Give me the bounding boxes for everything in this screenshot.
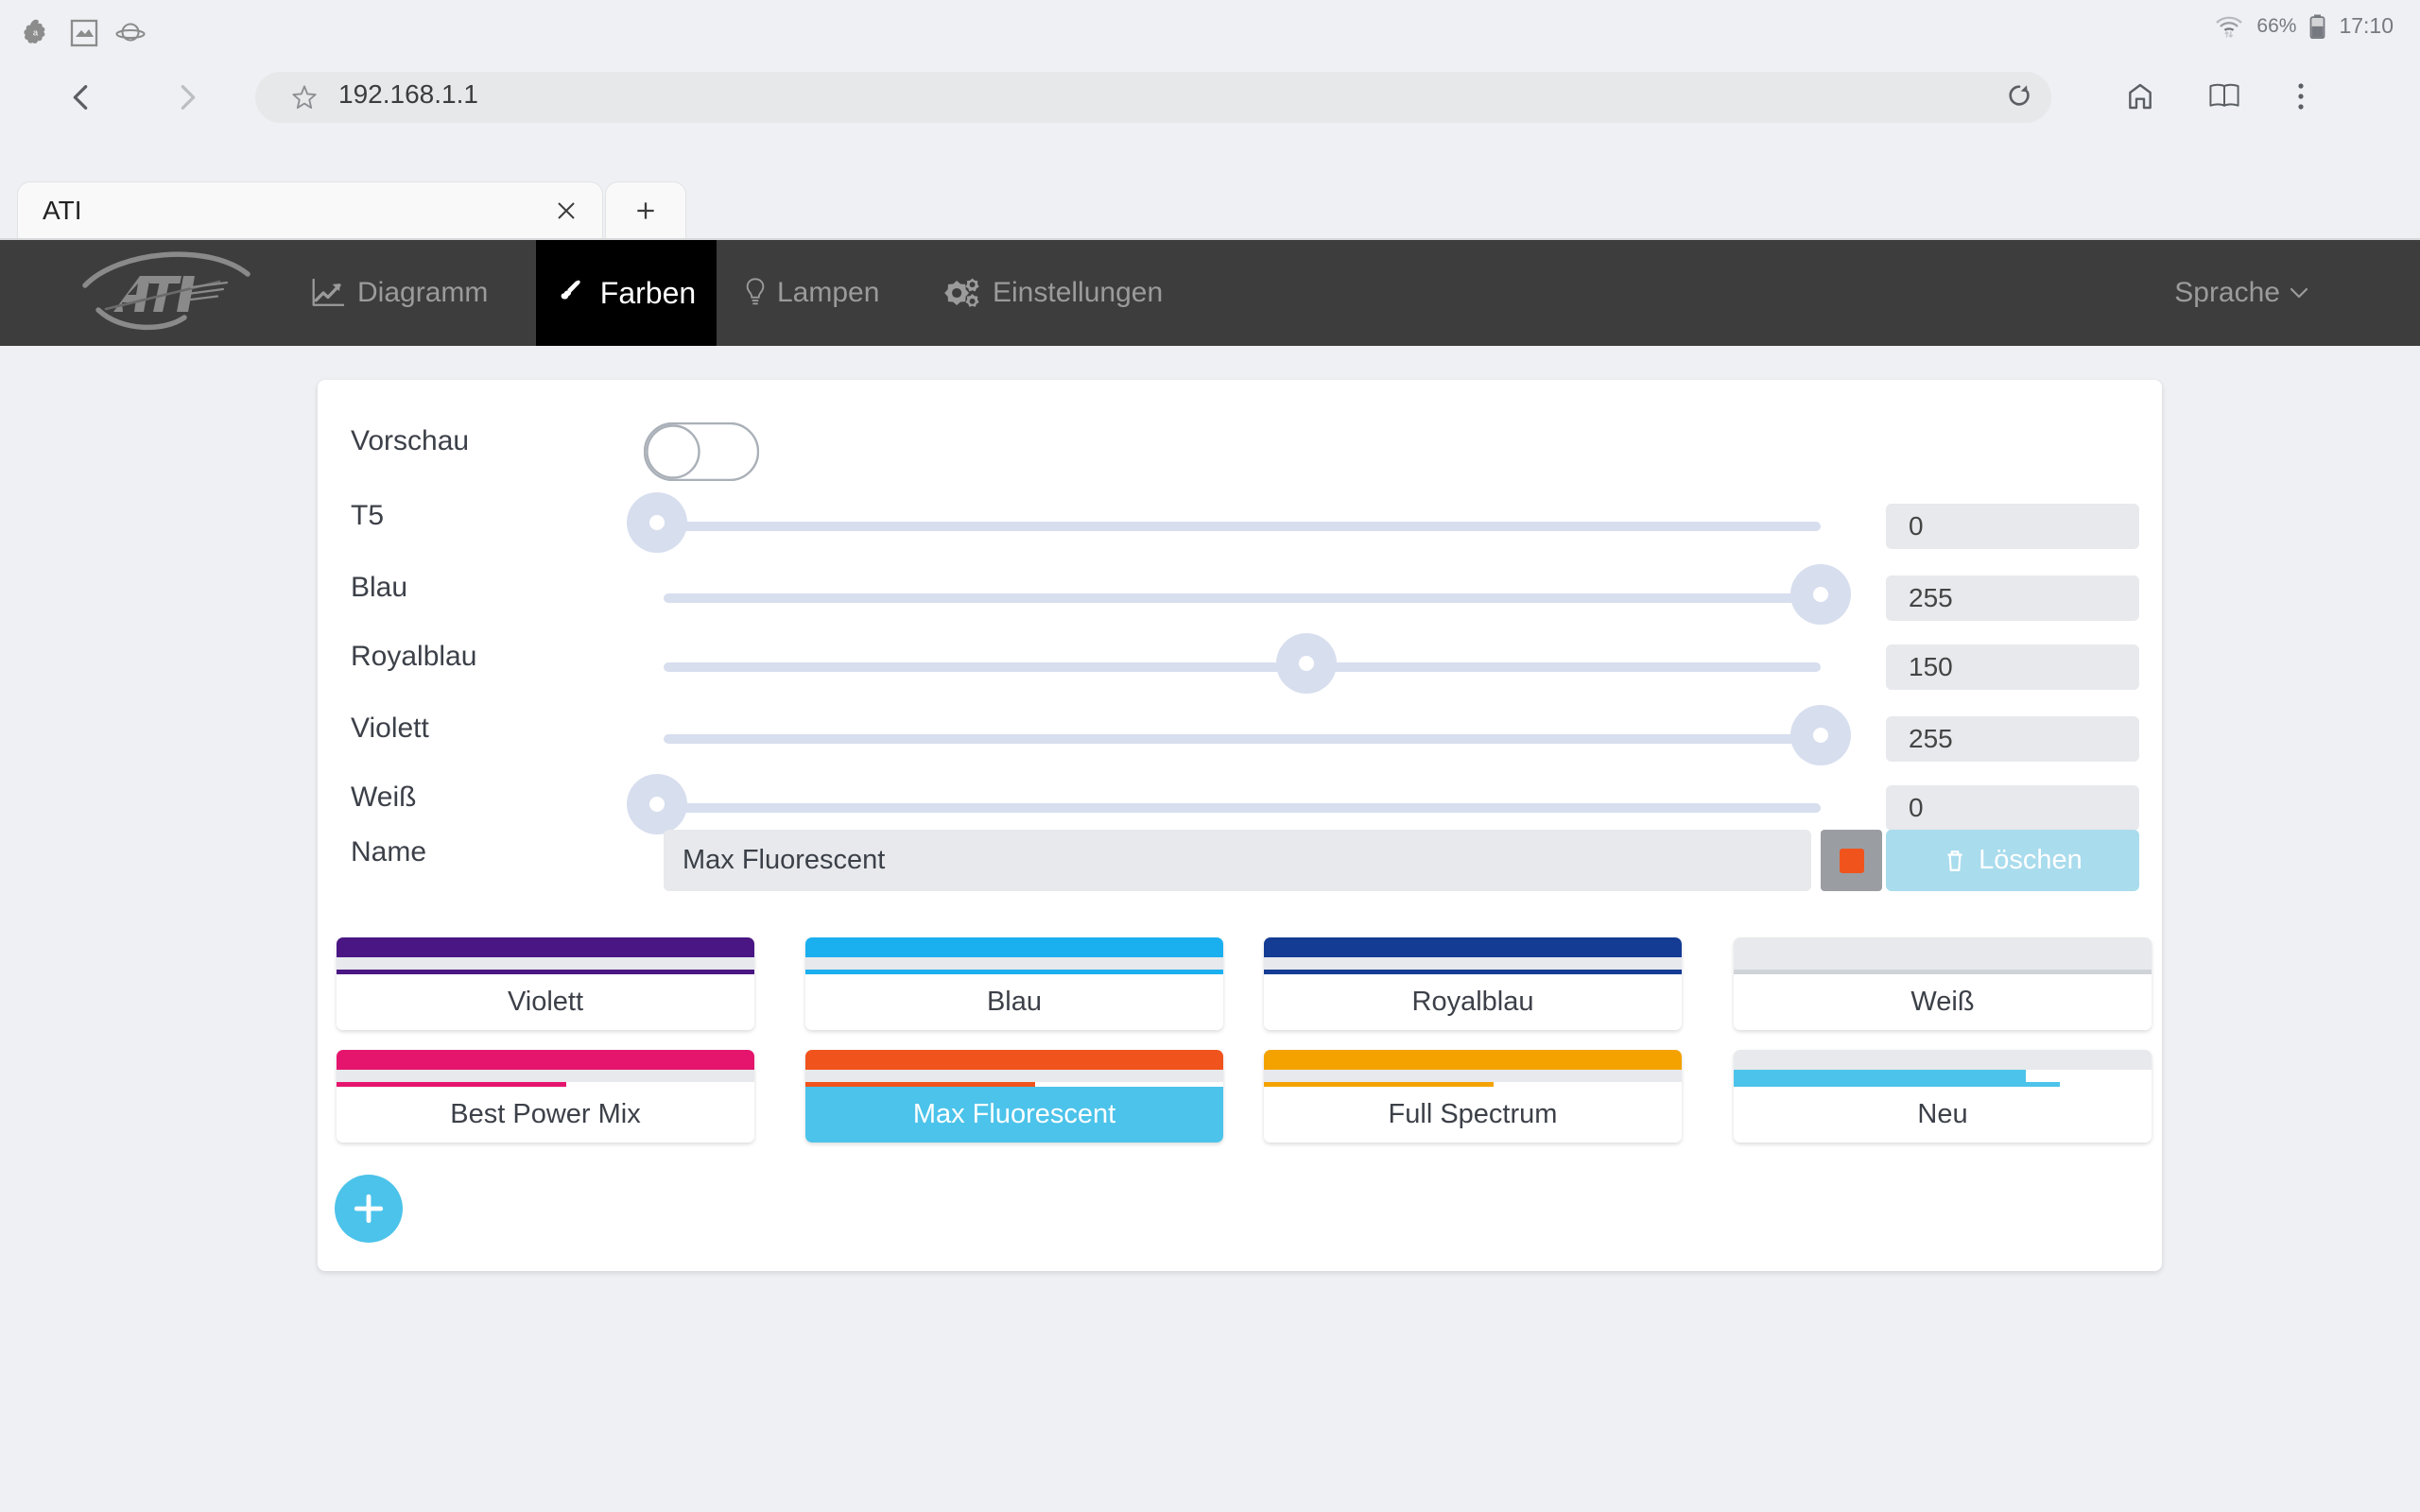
svg-text:a: a <box>33 27 39 38</box>
